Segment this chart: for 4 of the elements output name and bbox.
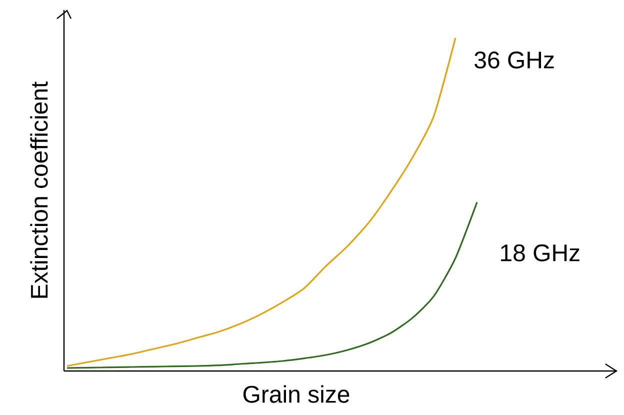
series-label: 36 GHz — [474, 51, 554, 68]
series-label: 18 GHz — [501, 244, 580, 262]
x-axis-title: Grain size — [243, 385, 350, 403]
y-axis-title: Extinction coefficient — [30, 82, 48, 298]
